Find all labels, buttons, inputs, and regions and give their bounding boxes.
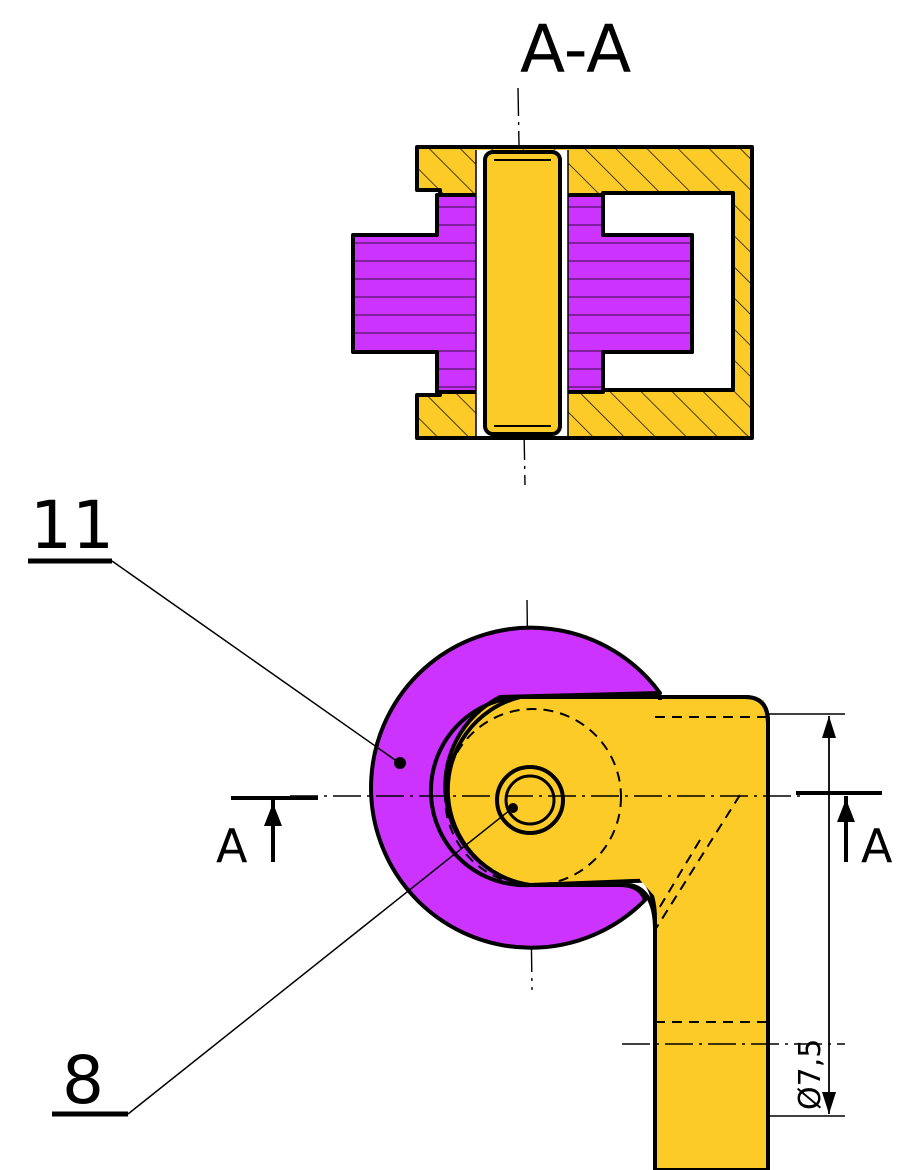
cut-marker-right: A bbox=[796, 791, 893, 873]
pin-inner-circle bbox=[504, 774, 556, 826]
part-label-8: 8 bbox=[62, 1042, 104, 1119]
cut-marker-left: A bbox=[216, 796, 318, 873]
callout-11: 11 bbox=[28, 487, 399, 763]
section-title: A-A bbox=[520, 11, 631, 88]
diameter-label: Ø7,5 bbox=[793, 1039, 828, 1110]
diameter-dimension: Ø7,5 bbox=[768, 713, 845, 1117]
section-view-a-a: A-A bbox=[351, 11, 754, 486]
cut-label-right: A bbox=[861, 819, 893, 873]
pin-hole bbox=[508, 803, 518, 813]
part-label-11: 11 bbox=[30, 487, 114, 564]
cut-label-left: A bbox=[216, 819, 248, 873]
pin-section bbox=[483, 150, 562, 436]
callout-8: 8 bbox=[52, 809, 511, 1119]
cam-marker-dot bbox=[394, 757, 406, 769]
hidden-circle bbox=[444, 708, 622, 886]
front-view bbox=[290, 599, 845, 1170]
